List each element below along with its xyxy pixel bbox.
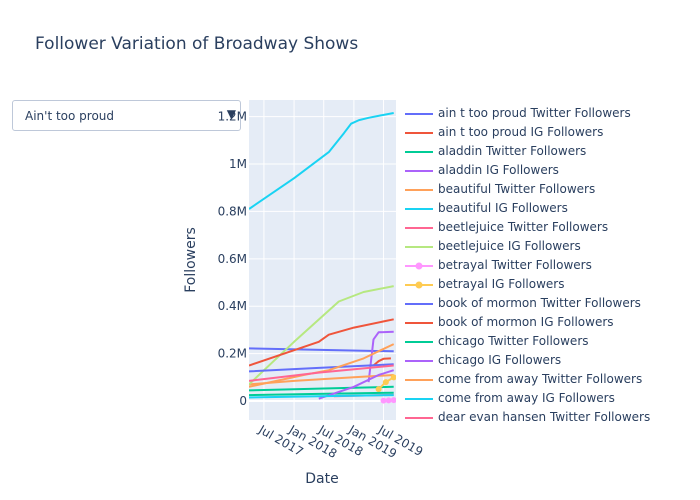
legend-label: aladdin IG Followers bbox=[438, 163, 559, 177]
legend-swatch bbox=[405, 227, 433, 229]
series-marker-9[interactable] bbox=[375, 386, 382, 393]
dropdown-selected-label: Ain't too proud bbox=[25, 109, 115, 123]
chart-title: Follower Variation of Broadway Shows bbox=[35, 34, 359, 54]
legend: ain t too proud Twitter Followers ain t t… bbox=[400, 104, 700, 426]
series-line-11[interactable] bbox=[249, 318, 394, 367]
y-tick-label: 1M bbox=[229, 157, 247, 171]
legend-swatch bbox=[405, 151, 433, 153]
legend-item[interactable]: beautiful Twitter Followers bbox=[400, 180, 700, 199]
y-tick-label: 0.8M bbox=[218, 204, 247, 218]
legend-swatch bbox=[405, 398, 433, 400]
legend-swatch bbox=[405, 281, 433, 289]
legend-label: aladdin Twitter Followers bbox=[438, 144, 587, 158]
series-line-10[interactable] bbox=[249, 363, 394, 373]
legend-swatch bbox=[405, 246, 433, 248]
legend-item[interactable]: ain t too proud IG Followers bbox=[400, 123, 700, 142]
legend-label: come from away IG Followers bbox=[438, 391, 615, 405]
legend-label: betrayal IG Followers bbox=[438, 277, 565, 291]
legend-item[interactable]: book of mormon IG Followers bbox=[400, 313, 700, 332]
series-marker-9[interactable] bbox=[382, 379, 389, 386]
dropdown-arrow-icon: ▼ bbox=[226, 107, 236, 121]
legend-swatch bbox=[405, 417, 433, 419]
legend-label: ain t too proud IG Followers bbox=[438, 125, 604, 139]
series-marker-8[interactable] bbox=[390, 397, 397, 404]
legend-label: betrayal Twitter Followers bbox=[438, 258, 592, 272]
legend-item[interactable]: betrayal Twitter Followers bbox=[400, 256, 700, 275]
legend-swatch bbox=[405, 189, 433, 191]
series-line-14[interactable] bbox=[249, 343, 395, 388]
legend-item[interactable]: dear evan hansen Twitter Followers bbox=[400, 408, 700, 426]
series-line-15[interactable] bbox=[249, 394, 394, 399]
legend-item[interactable]: betrayal IG Followers bbox=[400, 275, 700, 294]
legend-item[interactable]: chicago IG Followers bbox=[400, 351, 700, 370]
series-marker-8[interactable] bbox=[380, 397, 387, 404]
y-tick-label: 0.2M bbox=[218, 347, 247, 361]
legend-item[interactable]: aladdin IG Followers bbox=[400, 161, 700, 180]
legend-swatch bbox=[405, 303, 433, 305]
legend-item[interactable]: book of mormon Twitter Followers bbox=[400, 294, 700, 313]
legend-label: chicago Twitter Followers bbox=[438, 334, 589, 348]
y-tick-label: 0 bbox=[239, 394, 247, 408]
legend-item[interactable]: chicago Twitter Followers bbox=[400, 332, 700, 351]
legend-swatch bbox=[405, 132, 433, 134]
legend-swatch bbox=[405, 262, 433, 270]
series-lines bbox=[249, 112, 397, 404]
series-line-1[interactable] bbox=[372, 357, 391, 367]
y-tick-label: 0.6M bbox=[218, 252, 247, 266]
series-line-3[interactable] bbox=[367, 330, 394, 383]
y-tick-label: 0.4M bbox=[218, 299, 247, 313]
legend-label: book of mormon Twitter Followers bbox=[438, 296, 641, 310]
series-marker-8[interactable] bbox=[385, 397, 392, 404]
series-line-13[interactable] bbox=[318, 369, 395, 400]
legend-swatch bbox=[405, 379, 433, 381]
legend-swatch bbox=[405, 113, 433, 115]
y-axis-ticks: 0 0.2M 0.4M 0.6M 0.8M 1M 1.2M bbox=[218, 110, 247, 408]
x-axis-title: Date bbox=[305, 471, 338, 487]
series-line-5[interactable] bbox=[249, 112, 394, 210]
series-line-16[interactable] bbox=[249, 364, 394, 382]
series-marker-9[interactable] bbox=[390, 374, 397, 381]
legend-label: dear evan hansen Twitter Followers bbox=[438, 410, 651, 424]
legend-item[interactable]: come from away Twitter Followers bbox=[400, 370, 700, 389]
legend-label: beetlejuice IG Followers bbox=[438, 239, 581, 253]
y-tick-label: 1.2M bbox=[218, 110, 247, 124]
legend-item[interactable]: come from away IG Followers bbox=[400, 389, 700, 408]
series-line-0[interactable] bbox=[249, 347, 394, 353]
legend-swatch bbox=[405, 341, 433, 343]
series-line-2[interactable] bbox=[249, 385, 394, 392]
legend-swatch bbox=[405, 170, 433, 172]
legend-item[interactable]: aladdin Twitter Followers bbox=[400, 142, 700, 161]
legend-item[interactable]: beetlejuice IG Followers bbox=[400, 237, 700, 256]
legend-label: beetlejuice Twitter Followers bbox=[438, 220, 609, 234]
legend-label: come from away Twitter Followers bbox=[438, 372, 643, 386]
series-line-12[interactable] bbox=[249, 391, 394, 397]
legend-swatch bbox=[405, 208, 433, 210]
y-axis-title: Followers bbox=[183, 227, 199, 293]
legend-label: beautiful Twitter Followers bbox=[438, 182, 596, 196]
legend-label: beautiful IG Followers bbox=[438, 201, 568, 215]
legend-label: book of mormon IG Followers bbox=[438, 315, 614, 329]
legend-item[interactable]: beautiful IG Followers bbox=[400, 199, 700, 218]
legend-label: chicago IG Followers bbox=[438, 353, 562, 367]
show-selector-dropdown[interactable]: Ain't too proud ▼ bbox=[12, 100, 241, 131]
legend-swatch bbox=[405, 322, 433, 324]
legend-item[interactable]: beetlejuice Twitter Followers bbox=[400, 218, 700, 237]
legend-label: ain t too proud Twitter Followers bbox=[438, 106, 631, 120]
legend-swatch bbox=[405, 360, 433, 362]
legend-item[interactable]: ain t too proud Twitter Followers bbox=[400, 104, 700, 123]
